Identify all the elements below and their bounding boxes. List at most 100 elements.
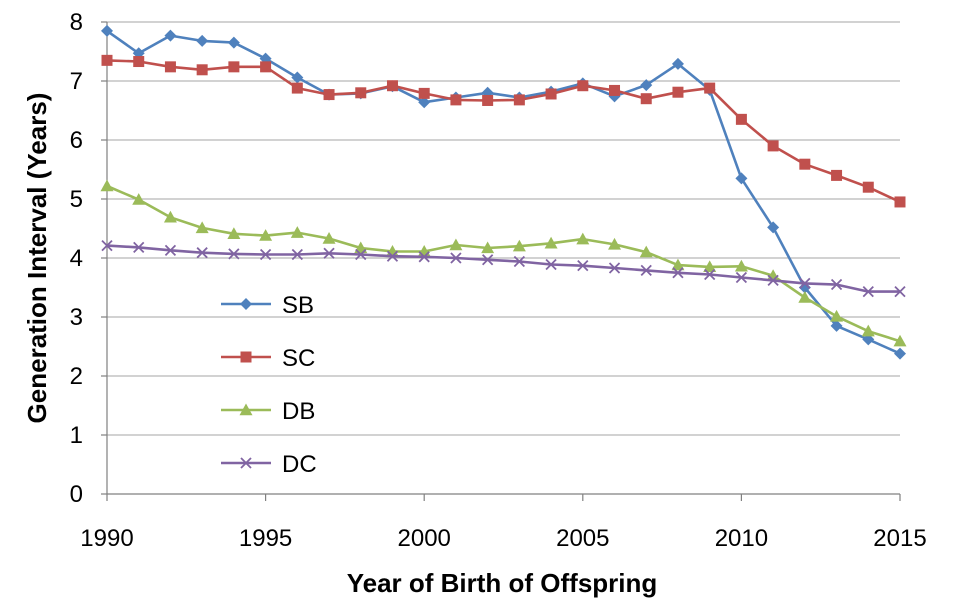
data-point-dc [862, 285, 874, 298]
x-tick-label: 2005 [556, 525, 609, 552]
data-point-sc [640, 93, 652, 105]
series-sc [101, 54, 906, 208]
data-point-sc [831, 169, 843, 181]
y-tick-label: 5 [70, 186, 83, 213]
data-point-db [227, 227, 241, 240]
data-point-sb [291, 71, 304, 84]
data-point-sc [164, 61, 176, 73]
data-point-sc [133, 56, 145, 68]
data-point-db [290, 226, 304, 238]
x-axis-title: Year of Birth of Offspring [347, 568, 658, 598]
y-tick-label: 8 [70, 9, 83, 36]
data-point-sc [323, 89, 335, 101]
data-point-db [100, 179, 114, 192]
data-point-sc [767, 140, 779, 152]
x-tick-label: 1995 [239, 525, 292, 552]
series-line-sb [106, 29, 901, 355]
data-point-sc [799, 158, 811, 170]
axes [101, 21, 901, 501]
x-tick-label: 2015 [873, 525, 926, 552]
data-point-sc [513, 94, 525, 106]
legend-marker-dc [240, 457, 252, 469]
data-point-dc [894, 285, 906, 298]
data-point-sb [830, 319, 843, 332]
gridlines [107, 21, 900, 436]
data-point-sc [291, 82, 303, 94]
data-point-db [195, 221, 209, 234]
data-point-sb [671, 57, 684, 70]
data-point-sc [418, 87, 430, 99]
data-point-dc [291, 248, 303, 261]
data-point-dc [577, 260, 589, 272]
data-point-sc [735, 113, 747, 125]
data-point-db [608, 237, 622, 250]
series-sb [101, 24, 906, 360]
legend-item-db: DB [221, 398, 315, 425]
legend-marker-db [239, 403, 253, 416]
data-point-sc [894, 196, 906, 208]
data-point-db [703, 260, 717, 273]
data-point-sc [228, 61, 240, 73]
data-point-dc [704, 268, 716, 281]
data-point-sb [862, 333, 875, 346]
data-point-sb [196, 34, 209, 47]
data-point-sc [450, 94, 462, 106]
legend-item-sb: SB [221, 292, 314, 319]
data-point-dc [133, 241, 145, 254]
data-point-sb [767, 221, 780, 234]
data-point-dc [450, 252, 462, 264]
data-point-dc [196, 247, 208, 259]
data-point-db [163, 210, 177, 223]
data-point-dc [735, 271, 748, 284]
data-point-db [259, 229, 273, 241]
data-point-dc [608, 262, 621, 274]
data-point-sb [164, 29, 177, 42]
data-point-dc [386, 250, 399, 262]
data-point-sb [101, 24, 113, 37]
data-point-db [861, 324, 875, 337]
data-point-sb [735, 172, 748, 185]
data-point-dc [418, 251, 430, 263]
data-point-sc [609, 84, 621, 96]
x-tick-label: 1990 [80, 525, 133, 552]
data-point-db [576, 232, 590, 245]
data-point-db [893, 334, 907, 347]
tick-labels: 0 1 2 3 4 5 6 7 8 1990 1995 2000 2005 2010 2015 [70, 9, 927, 552]
series-line-sc [106, 59, 901, 204]
legend-label-sb: SB [282, 292, 314, 319]
data-point-dc [228, 248, 240, 260]
data-point-sb [894, 347, 906, 360]
y-tick-label: 2 [70, 363, 83, 390]
data-point-sc [101, 54, 113, 66]
series-line-dc [106, 244, 900, 293]
y-tick-label: 1 [70, 422, 83, 449]
x-tick-label: 2010 [715, 525, 768, 552]
data-point-dc [640, 264, 652, 277]
series-db [100, 179, 907, 347]
data-point-sc [260, 61, 272, 73]
legend-item-sc: SC [221, 345, 315, 372]
data-point-db [322, 232, 336, 244]
data-point-dc [830, 278, 843, 291]
data-series [100, 24, 907, 360]
data-point-db [544, 236, 558, 249]
series-dc [101, 239, 906, 298]
y-tick-label: 6 [70, 127, 83, 154]
legend-marker-sb [240, 298, 252, 310]
data-point-sc [862, 181, 874, 193]
legend-label-db: DB [282, 398, 315, 425]
legend-item-dc: DC [221, 451, 317, 478]
data-point-dc [259, 248, 272, 261]
data-point-sc [482, 94, 494, 106]
y-tick-label: 3 [70, 304, 83, 331]
data-point-db [830, 309, 844, 322]
data-point-db [798, 291, 812, 303]
data-point-db [512, 239, 526, 252]
series-line-db [106, 184, 901, 343]
data-point-dc [513, 255, 525, 268]
data-point-db [132, 193, 146, 205]
y-tick-label: 0 [70, 481, 83, 508]
data-point-db [481, 241, 495, 254]
y-axis-title: Generation Interval (Years) [22, 93, 52, 424]
